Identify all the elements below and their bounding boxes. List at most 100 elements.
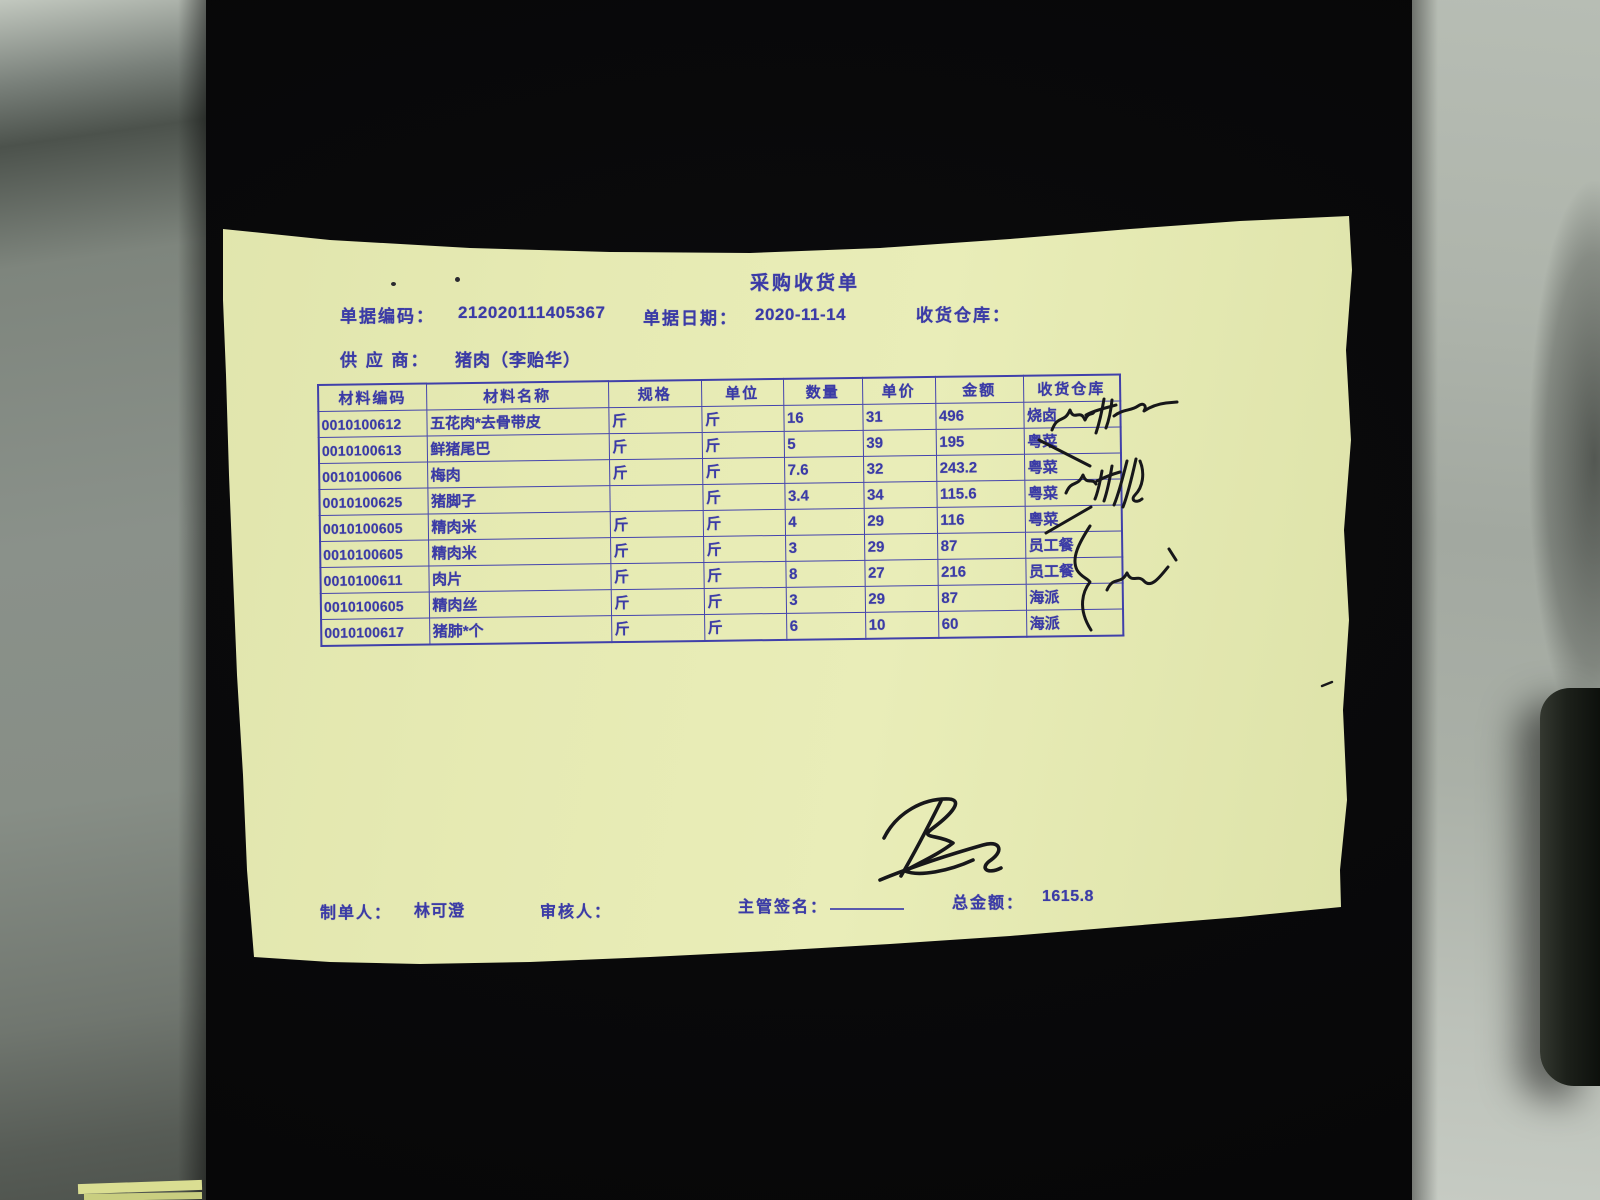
table-cell: 烧卤	[1023, 400, 1121, 429]
table-cell: 87	[937, 532, 1026, 560]
table-cell: 斤	[703, 561, 786, 589]
table-cell: 斤	[608, 406, 702, 434]
table-cell: 斤	[702, 509, 786, 537]
table-cell: 斤	[701, 405, 784, 433]
doc-code-value: 212020111405367	[458, 303, 606, 322]
manager-signature-line	[830, 908, 904, 910]
doc-warehouse-label: 收货仓库：	[916, 306, 1011, 325]
paper-scrap	[83, 1191, 203, 1200]
maker-label: 制单人：	[320, 905, 393, 922]
total-label: 总金额：	[952, 895, 1025, 912]
table-cell: 0010100605	[320, 592, 430, 620]
table-cell: 斤	[701, 431, 785, 459]
table-cell: 116	[936, 506, 1026, 534]
table-cell: 海派	[1026, 608, 1124, 637]
table-cell: 梅肉	[427, 459, 610, 489]
supplier-label: 供 应 商：	[340, 351, 430, 370]
doc-code-label: 单据编码：	[340, 307, 435, 326]
table-cell: 115.6	[936, 480, 1025, 508]
table-cell: 员工餐	[1025, 556, 1123, 585]
table-cell: 0010100612	[318, 410, 427, 438]
table-cell: 27	[864, 559, 938, 587]
items-table-body: 0010100612 五花肉*去骨带皮斤斤 16 31 496 烧卤 0010100613 鲜…	[318, 400, 1124, 646]
table-cell: 斤	[610, 536, 704, 564]
table-cell: 斤	[610, 588, 705, 616]
table-cell: 4	[784, 508, 865, 536]
table-cell: 斤	[703, 587, 787, 615]
table-cell: 29	[863, 507, 938, 535]
total-value: 1615.8	[1042, 888, 1094, 905]
table-cell: 29	[864, 585, 939, 613]
table-cell: 60	[938, 610, 1027, 638]
table-cell: 0010100611	[320, 566, 429, 594]
column-header: 金额	[934, 375, 1024, 404]
ink-speck	[391, 282, 396, 286]
table-cell: 216	[937, 558, 1026, 586]
column-header: 数量	[782, 377, 863, 406]
table-cell: 32	[862, 455, 937, 483]
table-cell: 斤	[609, 510, 704, 538]
table-cell: 粤菜	[1023, 426, 1121, 455]
ink-speck	[455, 277, 460, 282]
table-cell: 39	[862, 429, 936, 457]
table-cell: 精肉米	[428, 537, 611, 567]
table-cell: 16	[783, 404, 863, 432]
table-cell: 87	[937, 584, 1027, 612]
auditor-label: 审核人：	[540, 904, 613, 921]
table-cell: 猪脚子	[427, 485, 610, 515]
table-cell: 5	[783, 430, 863, 458]
table-cell: 斤	[609, 458, 703, 486]
table-cell: 10	[865, 611, 939, 639]
column-header: 单位	[700, 378, 784, 407]
desk-surface-left	[0, 0, 206, 1200]
table-cell: 鲜猪尾巴	[426, 433, 610, 463]
table-cell: 496	[935, 402, 1024, 430]
column-header: 材料编码	[318, 383, 427, 412]
table-cell: 五花肉*去骨带皮	[426, 407, 609, 437]
column-header: 收货仓库	[1022, 374, 1121, 403]
column-header: 单价	[861, 376, 936, 405]
table-cell: 8	[785, 560, 865, 588]
dark-object-edge	[1540, 688, 1600, 1086]
table-cell: 6	[786, 612, 866, 640]
table-cell: 0010100605	[319, 514, 429, 542]
table-cell: 斤	[608, 432, 703, 460]
table-cell: 0010100617	[321, 618, 430, 646]
table-cell: 31	[862, 403, 936, 431]
maker-value: 林可澄	[414, 903, 466, 920]
table-cell: 肉片	[428, 563, 611, 593]
table-cell: 斤	[704, 613, 787, 641]
table-cell: 3	[785, 534, 865, 562]
table-cell: 粤菜	[1023, 452, 1122, 481]
table-cell: 34	[863, 481, 937, 509]
document-title: 采购收货单	[749, 273, 860, 294]
table-cell: 3	[785, 586, 866, 614]
table-cell: 195	[935, 428, 1024, 456]
table-cell: 粤菜	[1024, 478, 1122, 507]
table-cell: 斤	[703, 535, 786, 563]
table-cell: 斤	[702, 457, 785, 485]
doc-date-value: 2020-11-14	[755, 305, 847, 324]
table-cell: 0010100605	[320, 540, 429, 568]
supplier-value: 猪肉（李贻华）	[455, 351, 581, 370]
table-cell: 斤	[702, 483, 785, 511]
items-table: 材料编码 材料名称 规格 单位 数量 单价 金额 收货仓库 0010100612 五花肉*去骨带…	[317, 373, 1125, 647]
table-cell: 0010100625	[319, 488, 428, 516]
table-cell: 精肉丝	[428, 589, 612, 619]
table-cell: 7.6	[784, 456, 864, 484]
table-cell: 粤菜	[1024, 504, 1122, 533]
column-header: 材料名称	[426, 381, 609, 411]
table-cell	[609, 484, 703, 512]
table-cell: 0010100613	[318, 436, 428, 464]
table-cell: 29	[864, 533, 938, 561]
table-cell: 0010100606	[319, 462, 428, 490]
manager-sign-label: 主管签名：	[738, 899, 829, 916]
table-cell: 3.4	[784, 482, 864, 510]
table-cell: 海派	[1025, 582, 1124, 611]
table-cell: 243.2	[935, 454, 1025, 482]
table-cell: 斤	[610, 562, 704, 590]
table-cell: 猪肺*个	[429, 615, 612, 645]
table-cell: 斤	[611, 614, 705, 643]
